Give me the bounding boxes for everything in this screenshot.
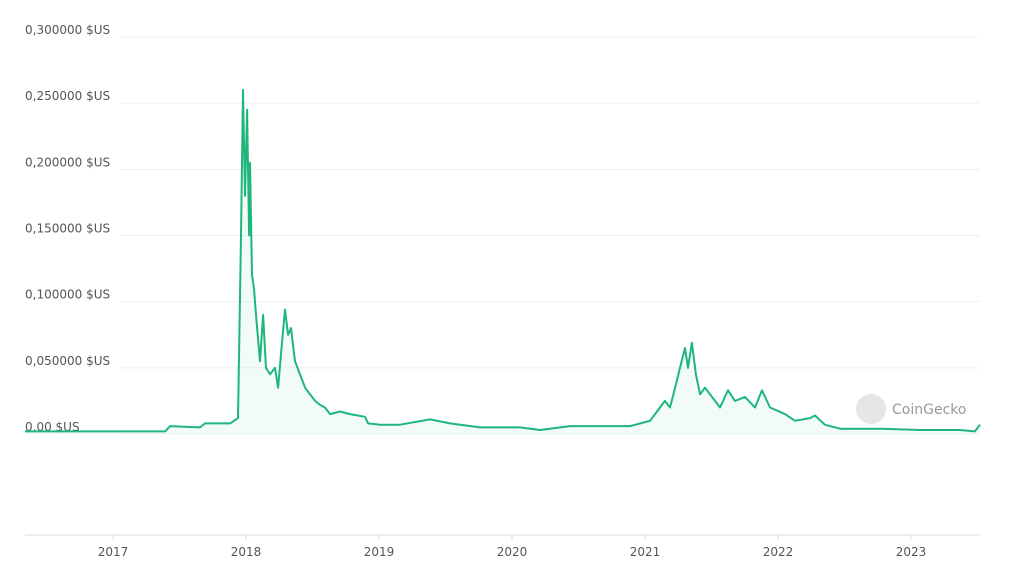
y-tick-label: 0,050000 $US: [25, 354, 110, 368]
y-tick-label: 0,150000 $US: [25, 222, 110, 236]
x-tick-label: 2018: [231, 545, 262, 559]
area: [25, 89, 980, 435]
x-tick-label: 2023: [896, 545, 927, 559]
watermark-logo: [856, 394, 886, 424]
watermark: CoinGecko: [892, 402, 966, 418]
x-tick-label: 2017: [98, 545, 129, 559]
y-tick-label: 0,200000 $US: [25, 155, 110, 169]
x-tick-label: 2020: [497, 545, 528, 559]
y-tick-label: 0,100000 $US: [25, 288, 110, 302]
x-tick-label: 2021: [630, 545, 661, 559]
x-tick-label: 2019: [364, 545, 395, 559]
x-tick-label: 2022: [763, 545, 794, 559]
price-line: [25, 88, 981, 433]
y-tick-label: 0,300000 $US: [25, 23, 110, 37]
y-tick-label: 0,250000 $US: [25, 89, 110, 103]
